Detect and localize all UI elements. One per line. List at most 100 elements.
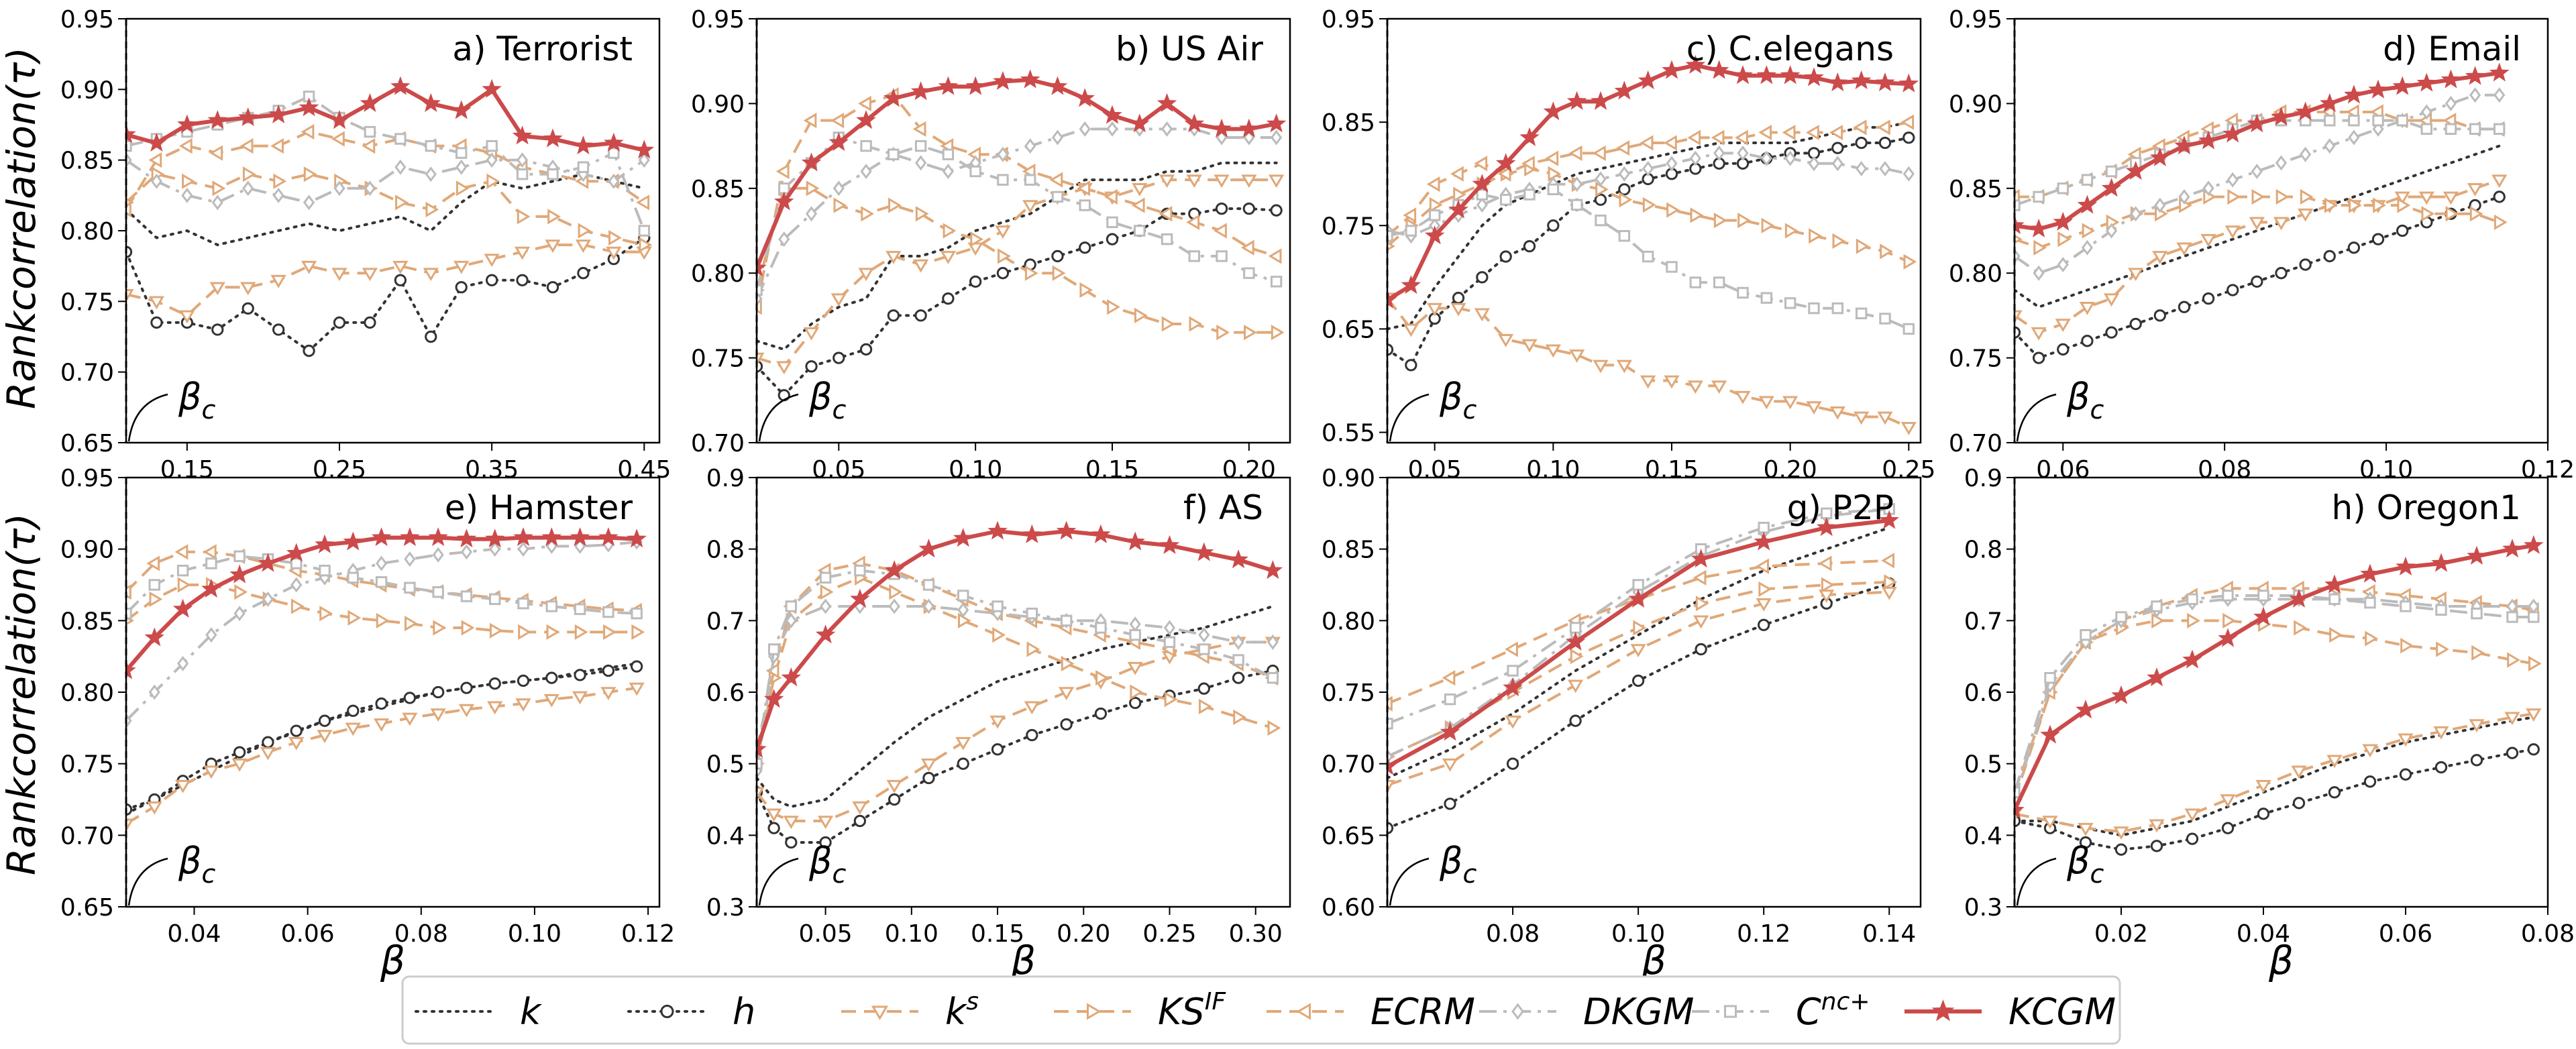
point-kcgm: [451, 100, 472, 119]
point-ksif: [547, 209, 561, 225]
plot-frame: [755, 17, 1291, 444]
point-ksif: [2324, 197, 2338, 213]
point-ks: [1756, 598, 1772, 612]
point-dkgm: [2226, 172, 2239, 188]
point-h: [403, 692, 417, 704]
point-cnc: [969, 165, 981, 178]
point-ks: [1545, 344, 1561, 358]
beta-c-pointer: [2016, 857, 2057, 906]
point-h: [455, 281, 468, 294]
point-ks: [514, 246, 531, 260]
point-h: [2150, 840, 2163, 852]
y-tick-label: 0.70: [691, 430, 745, 457]
series-line-h: [2015, 748, 2535, 851]
point-ecrm: [1829, 124, 1843, 141]
legend: k h ks KSIF ECRM DKGM Cnc+ KCGM: [401, 975, 2121, 1045]
y-tick-label: 0.7: [706, 608, 745, 635]
point-h: [333, 316, 346, 329]
point-ks: [2249, 217, 2265, 231]
point-h: [2251, 275, 2263, 288]
point-cnc: [1188, 250, 1201, 262]
point-ksif: [234, 584, 248, 600]
x-tick-label: 0.10: [2359, 456, 2413, 484]
point-ecrm: [174, 544, 189, 560]
point-h: [364, 316, 376, 329]
y-tick-label: 0.80: [691, 260, 745, 288]
point-ks: [2015, 310, 2023, 324]
point-ksif: [2349, 197, 2362, 213]
point-cnc: [1134, 225, 1146, 237]
point-kcgm: [2174, 135, 2194, 155]
point-cnc: [545, 600, 558, 612]
point-kcgm: [2015, 799, 2025, 819]
x-tick-label: 0.12: [621, 920, 675, 948]
point-ksif: [2057, 231, 2072, 247]
legend-label: KCGM: [2008, 991, 2116, 1033]
point-ks: [1616, 360, 1632, 374]
point-ksif: [273, 173, 287, 189]
point-h: [1499, 250, 1512, 263]
legend-entry-h: h: [627, 991, 755, 1033]
point-ksif: [212, 180, 226, 197]
point-dkgm: [1642, 161, 1654, 177]
y-tick-label: 0.70: [60, 822, 114, 850]
point-kcgm: [1212, 118, 1232, 137]
point-cnc: [1267, 671, 1279, 684]
point-h: [1270, 204, 1283, 217]
point-ks: [757, 787, 765, 801]
point-kcgm: [343, 531, 364, 551]
y-tick-label: 0.80: [60, 218, 114, 245]
point-ecrm: [912, 121, 926, 137]
point-cnc: [1024, 174, 1036, 186]
legend-label: k: [520, 991, 543, 1033]
y-tick-label: 0.85: [60, 148, 114, 175]
point-h: [602, 664, 615, 677]
point-h: [785, 836, 798, 849]
point-h: [517, 674, 530, 687]
point-kcgm: [1239, 118, 1259, 137]
point-h: [432, 685, 445, 699]
point-ecrm: [1568, 145, 1582, 162]
point-ks: [1127, 661, 1143, 675]
point-cnc: [460, 590, 473, 602]
point-ksif: [2397, 197, 2411, 213]
point-kcgm: [1827, 72, 1848, 92]
point-cnc: [1547, 183, 1560, 196]
x-tick-label: 0.20: [1764, 456, 1817, 484]
legend-marker: [1296, 1003, 1311, 1020]
point-dkgm: [272, 187, 284, 203]
point-h: [859, 343, 873, 356]
y-tick-label: 0.60: [1322, 894, 1375, 922]
point-ks: [1693, 615, 1709, 629]
point-kcgm: [2271, 107, 2292, 126]
point-ks: [2291, 765, 2307, 779]
point-kcgm: [484, 529, 505, 548]
series-line-ecrm: [1387, 559, 1890, 705]
point-kcgm: [2289, 588, 2309, 608]
point-ks: [487, 701, 503, 715]
x-tick-label: 0.15: [1645, 456, 1699, 484]
point-kcgm: [258, 553, 278, 572]
point-h: [2328, 786, 2341, 799]
point-cnc: [375, 576, 388, 588]
y-tick-label: 0.80: [60, 679, 114, 707]
point-ksif: [177, 577, 191, 593]
point-ksif: [639, 237, 653, 253]
legend-entry-ecrm: ECRM: [1267, 991, 1475, 1033]
point-ecrm: [362, 137, 376, 154]
panel-4: 0.65 0.70 0.75 0.80 0.85 0.90 0.95 0.04 0.06 0.08…: [60, 465, 675, 983]
y-tick-label: 0.95: [691, 6, 745, 34]
point-kcgm: [938, 76, 959, 95]
point-kcgm: [763, 689, 784, 708]
point-ks: [1819, 590, 1835, 603]
series-line-cnc: [2015, 594, 2534, 793]
point-ksif: [182, 173, 195, 189]
point-ks: [995, 225, 1011, 239]
point-h: [2371, 233, 2385, 245]
point-ks: [776, 361, 792, 375]
y-tick-label: 0.90: [691, 91, 745, 118]
point-ksif: [1884, 574, 1898, 590]
point-ks: [2273, 217, 2290, 231]
point-kcgm: [126, 124, 136, 144]
point-dkgm: [1079, 121, 1091, 137]
